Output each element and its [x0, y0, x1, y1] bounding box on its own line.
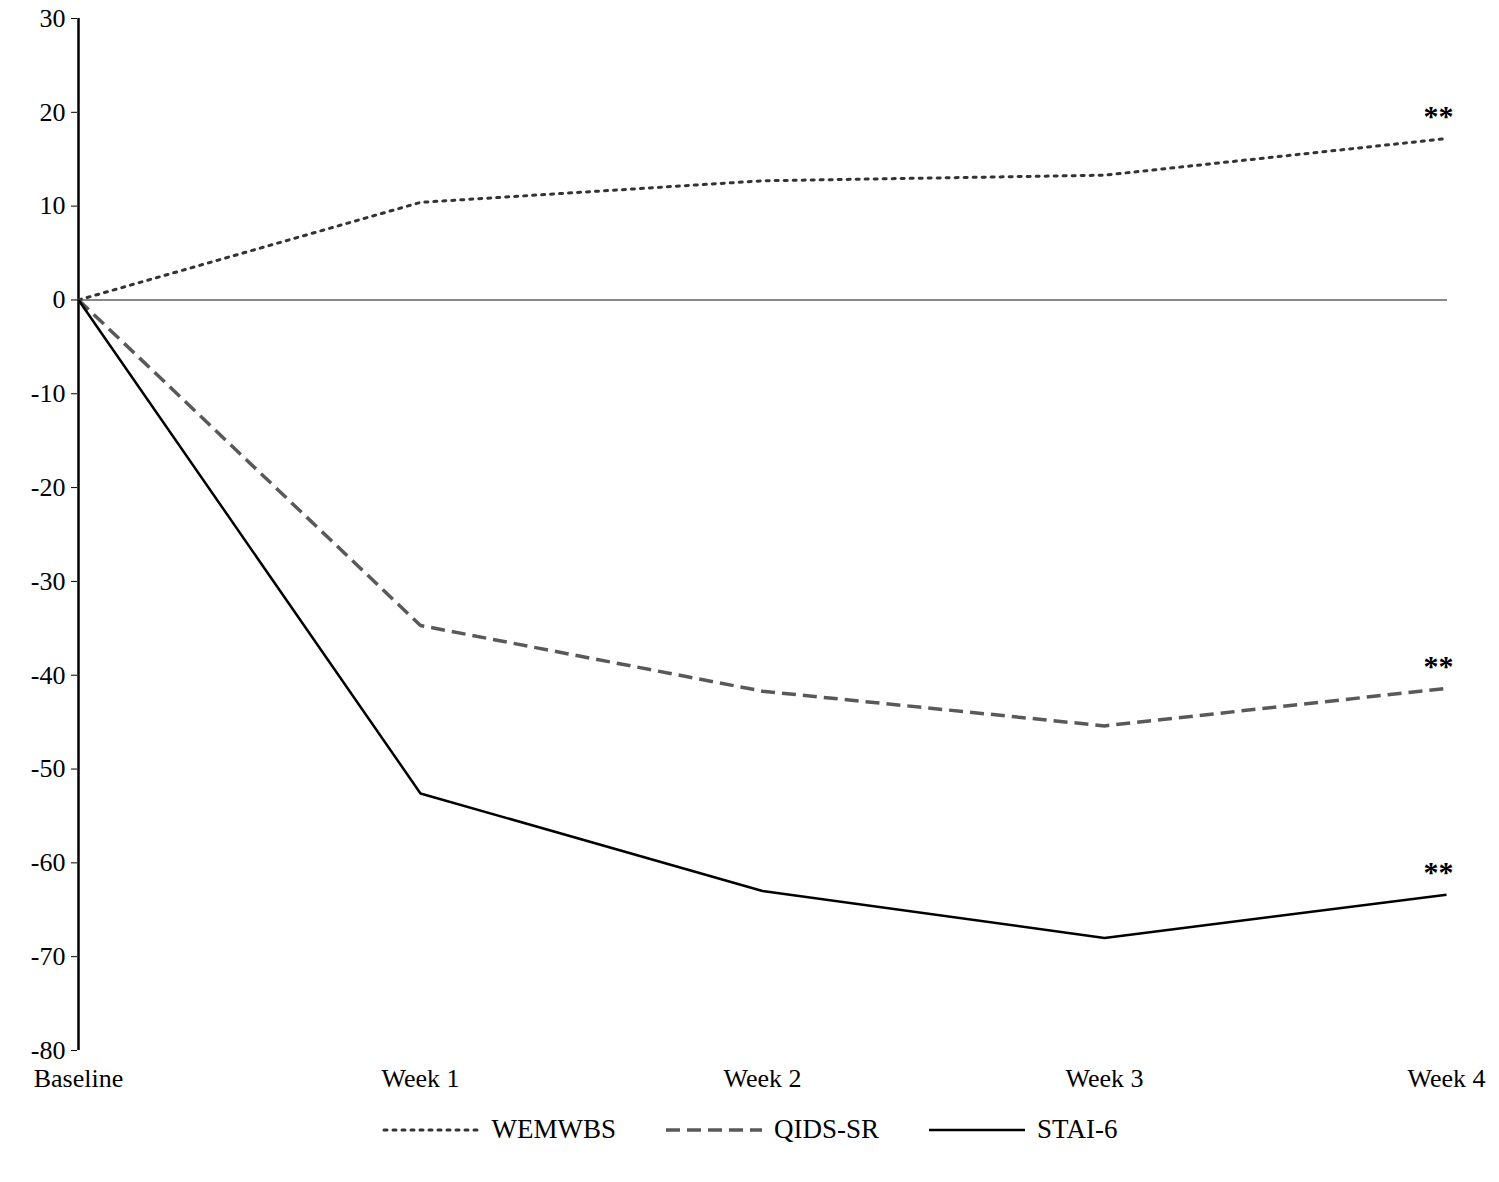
svg-text:-20: -20: [31, 473, 66, 502]
html-text:QIDS-SR: QIDS-SR: [774, 1114, 880, 1144]
svg-text:Baseline: Baseline: [34, 1064, 124, 1093]
svg-text:-30: -30: [31, 567, 66, 596]
svg-text:30: 30: [40, 4, 66, 33]
svg-text:-50: -50: [31, 754, 66, 783]
svg-text:**: **: [1424, 99, 1454, 132]
svg-text:0: 0: [53, 285, 66, 314]
html-text:STAI-6: STAI-6: [1037, 1114, 1118, 1144]
svg-text:Week 4: Week 4: [1407, 1064, 1485, 1093]
svg-text:**: **: [1424, 855, 1454, 888]
svg-text:**: **: [1424, 649, 1454, 682]
svg-text:-10: -10: [31, 379, 66, 408]
svg-text:-80: -80: [31, 1036, 66, 1065]
svg-text:Week 2: Week 2: [723, 1064, 801, 1093]
svg-text:-40: -40: [31, 661, 66, 690]
svg-text:20: 20: [40, 98, 66, 127]
svg-text:10: 10: [40, 191, 66, 220]
svg-text:-60: -60: [31, 848, 66, 877]
svg-text:-70: -70: [31, 942, 66, 971]
svg-text:Week 1: Week 1: [381, 1064, 459, 1093]
html-text:WEMWBS: WEMWBS: [491, 1114, 617, 1144]
svg-text:Week 3: Week 3: [1065, 1064, 1143, 1093]
